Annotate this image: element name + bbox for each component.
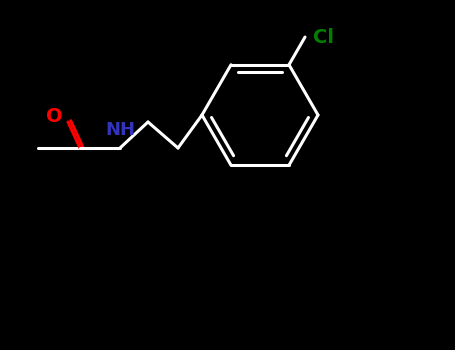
Text: Cl: Cl [313, 28, 334, 47]
Text: O: O [46, 107, 62, 126]
Text: NH: NH [105, 121, 135, 139]
